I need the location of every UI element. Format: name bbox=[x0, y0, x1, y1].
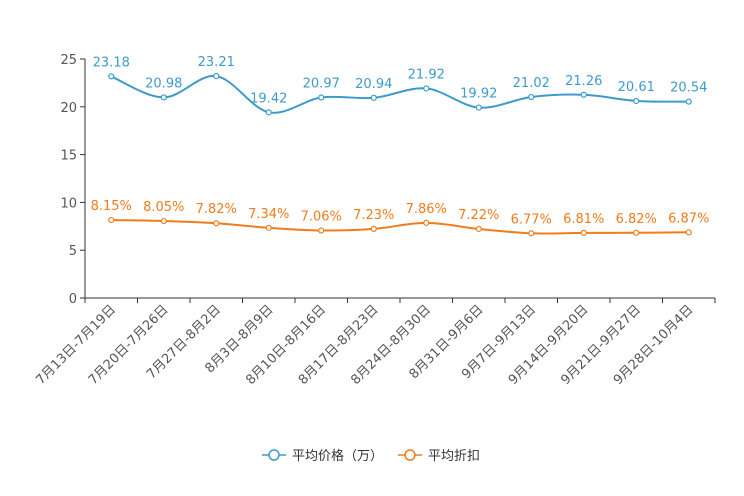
y-tick-label: 10 bbox=[60, 196, 77, 211]
data-label: 23.21 bbox=[198, 55, 235, 70]
data-label: 21.92 bbox=[408, 67, 445, 82]
chart-series: 23.18 20.98 23.21 19.42 20.97 20.94 21.92 19.92… bbox=[91, 55, 709, 237]
data-point bbox=[213, 220, 220, 227]
data-label: 8.05% bbox=[143, 200, 184, 215]
data-point bbox=[265, 109, 272, 116]
data-label: 7.23% bbox=[353, 208, 394, 223]
data-point bbox=[475, 104, 482, 111]
data-point bbox=[528, 230, 535, 237]
legend-label[interactable]: 平均价格（万） bbox=[292, 448, 383, 464]
data-label: 7.06% bbox=[301, 210, 342, 225]
legend-marker bbox=[268, 449, 280, 461]
data-label: 6.87% bbox=[668, 211, 709, 226]
data-point bbox=[160, 217, 167, 225]
data-label: 6.82% bbox=[616, 212, 657, 227]
data-point bbox=[685, 98, 692, 105]
data-point bbox=[370, 94, 377, 101]
y-tick-label: 5 bbox=[69, 244, 77, 259]
data-point bbox=[108, 73, 115, 80]
data-label: 21.26 bbox=[565, 74, 602, 89]
data-point bbox=[213, 73, 220, 80]
data-label: 23.18 bbox=[93, 55, 130, 70]
data-label: 7.82% bbox=[196, 202, 237, 217]
data-point bbox=[580, 91, 587, 98]
data-label: 19.42 bbox=[250, 91, 287, 106]
data-point bbox=[160, 94, 167, 101]
chart-legend[interactable]: 平均价格（万） 平均折扣 bbox=[262, 448, 480, 464]
data-point bbox=[633, 229, 640, 236]
data-point bbox=[475, 225, 482, 233]
data-label: 7.22% bbox=[458, 208, 499, 223]
y-tick-label: 25 bbox=[60, 53, 77, 68]
series-line bbox=[111, 219, 689, 235]
data-point bbox=[528, 93, 535, 101]
data-point bbox=[580, 229, 587, 236]
data-label: 6.81% bbox=[563, 212, 604, 227]
data-point bbox=[370, 225, 377, 232]
y-tick-label: 0 bbox=[69, 292, 77, 307]
data-label: 19.92 bbox=[460, 87, 497, 102]
data-point bbox=[423, 219, 430, 226]
y-tick-label: 20 bbox=[60, 101, 77, 116]
legend-label[interactable]: 平均折扣 bbox=[428, 449, 480, 464]
data-point bbox=[633, 97, 640, 105]
legend-marker bbox=[404, 449, 416, 461]
data-label: 6.77% bbox=[511, 212, 552, 227]
data-label: 20.98 bbox=[145, 76, 182, 91]
data-label: 8.15% bbox=[91, 199, 132, 214]
data-label: 7.34% bbox=[248, 207, 289, 222]
data-point bbox=[265, 224, 272, 231]
data-label: 7.86% bbox=[406, 202, 447, 217]
data-point bbox=[685, 229, 692, 236]
data-label: 20.97 bbox=[303, 77, 340, 92]
data-point bbox=[318, 227, 325, 234]
data-label: 21.02 bbox=[513, 76, 550, 91]
y-tick-label: 15 bbox=[60, 149, 77, 164]
data-point bbox=[108, 216, 115, 224]
data-label: 20.94 bbox=[355, 77, 392, 92]
data-label: 20.61 bbox=[618, 80, 655, 95]
data-label: 20.54 bbox=[670, 81, 707, 96]
data-point bbox=[423, 85, 430, 92]
data-point bbox=[318, 94, 325, 101]
